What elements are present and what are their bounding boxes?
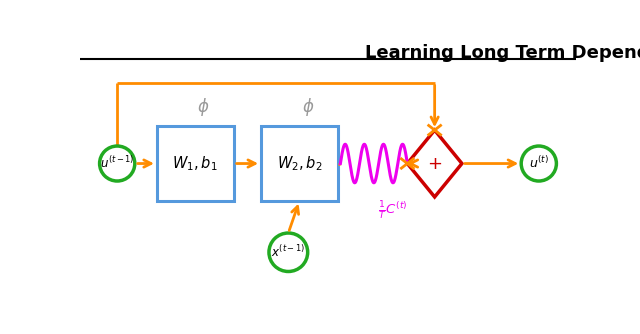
- Text: Learning Long Term Dependenci: Learning Long Term Dependenci: [365, 44, 640, 62]
- Text: $u^{(t-1)}$: $u^{(t-1)}$: [100, 156, 134, 171]
- Text: $\phi$: $\phi$: [196, 96, 209, 118]
- Polygon shape: [407, 130, 462, 197]
- Text: $\frac{1}{T}C^{(t)}$: $\frac{1}{T}C^{(t)}$: [378, 200, 407, 222]
- Text: $u^{(t)}$: $u^{(t)}$: [529, 156, 549, 171]
- FancyBboxPatch shape: [157, 126, 234, 201]
- Text: $W_2, b_2$: $W_2, b_2$: [276, 154, 323, 173]
- Text: $W_1, b_1$: $W_1, b_1$: [172, 154, 218, 173]
- Text: $\phi$: $\phi$: [302, 96, 314, 118]
- Text: $+$: $+$: [427, 155, 442, 173]
- Text: $x^{(t-1)}$: $x^{(t-1)}$: [271, 244, 305, 260]
- FancyBboxPatch shape: [261, 126, 338, 201]
